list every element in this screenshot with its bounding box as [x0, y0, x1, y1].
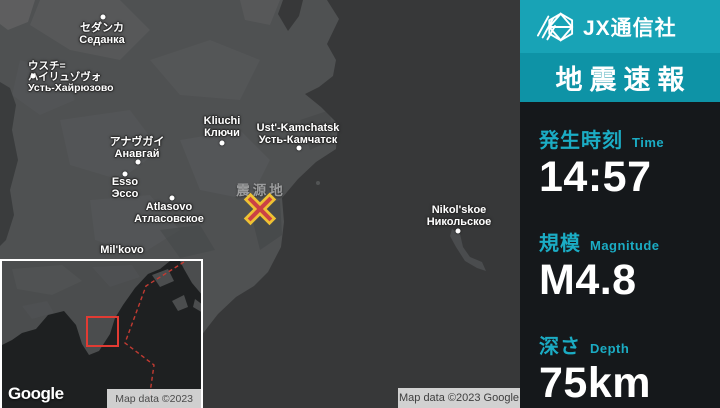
city-dot [30, 73, 36, 79]
map-place-atlasovo: Atlasovo Атласовское [134, 201, 204, 225]
city-dot [219, 140, 225, 146]
map-place-milkovo: Mil'kovo [100, 244, 144, 256]
brand-header: JX通信社 [520, 0, 720, 53]
magnitude-block: 規模 Magnitude M4.8 [539, 227, 720, 303]
city-dot [135, 159, 141, 165]
magnitude-label-ja: 規模 [539, 232, 581, 255]
map-place-ust-khairyuzovo: ウスチ= ハイリュゾヴォ Усть-Хайрюзово [28, 60, 114, 94]
city-dot [296, 145, 302, 151]
epicenter-x-marker-icon [243, 192, 277, 226]
alert-banner: 地震速報 [520, 53, 720, 102]
info-sidebar: JX通信社 地震速報 発生時刻 Time 14:57 規模 Magnitude … [520, 0, 720, 408]
time-label-ja: 発生時刻 [539, 130, 623, 152]
time-value: 14:57 [539, 153, 652, 201]
depth-block: 深さ Depth 75km [539, 330, 720, 406]
inset-attribution: Map data ©2023 [107, 389, 201, 408]
map-place-nikolskoe: Nikol'skoe Никольское [426, 204, 492, 228]
map-place-ust-kamchatsk: Ust'-Kamchatsk Усть-Камчатск [256, 122, 340, 146]
map-place-anavgai: アナヴガイ Анавгай [109, 136, 165, 160]
city-dot [169, 195, 175, 201]
quake-info-panel: 発生時刻 Time 14:57 規模 Magnitude M4.8 深さ Dep… [520, 102, 720, 406]
map-terrain-graphic [0, 0, 520, 408]
magnitude-value: M4.8 [539, 255, 637, 304]
alert-banner-title: 地震速報 [555, 65, 692, 95]
time-label-en: Time [632, 135, 665, 150]
inset-highlight-rect [86, 316, 119, 347]
inset-terrain-graphic [2, 261, 201, 408]
origin-time-block: 発生時刻 Time 14:57 [539, 124, 720, 200]
city-dot [455, 228, 461, 234]
map-attribution: Map data ©2023 Google [398, 388, 520, 408]
depth-label-ja: 深さ [539, 335, 581, 358]
map-place-kliuchi: Kliuchi Ключи [203, 115, 241, 139]
city-dot [122, 171, 128, 177]
inset-overview-map: Google Map data ©2023 [0, 259, 203, 408]
magnitude-label-en: Magnitude [590, 237, 660, 253]
epicenter-label: 震源地 [236, 183, 286, 198]
city-dot [100, 14, 106, 20]
brand-name: JX通信社 [583, 16, 677, 40]
map-place-sedanka: セダンカ Седанка [79, 22, 125, 46]
map-place-esso: Esso Эссо [111, 176, 139, 200]
depth-value: 75km [539, 358, 651, 407]
google-logo[interactable]: Google [8, 384, 64, 403]
jx-press-logo-icon [536, 11, 574, 42]
depth-label-en: Depth [590, 340, 630, 356]
